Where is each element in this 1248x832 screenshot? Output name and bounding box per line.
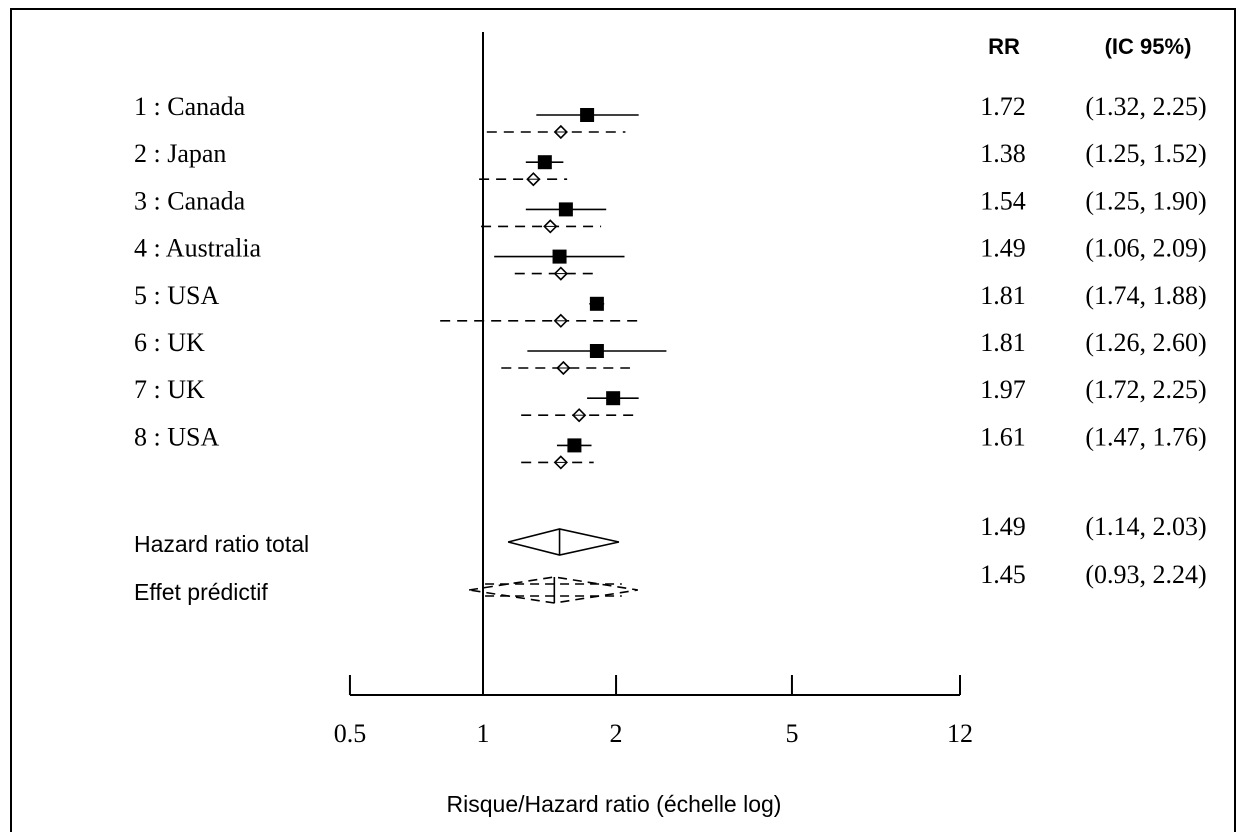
study-ci-value: (1.74, 1.88) [1085,281,1206,310]
summary-rr-value: 1.49 [980,512,1026,541]
study-rr-value: 1.61 [980,422,1026,451]
x-tick-label: 1 [477,719,490,748]
study-rr-value: 1.81 [980,281,1026,310]
study-estimate-square [589,296,604,311]
x-tick-label: 2 [610,719,623,748]
study-estimate-square [580,108,595,122]
study-label: 8 : USA [134,422,219,451]
study-rr-value: 1.81 [980,328,1026,357]
study-label: 5 : USA [134,281,219,310]
study-estimate-square [552,249,567,264]
study-label: 2 : Japan [134,139,226,168]
study-label: 6 : UK [134,328,205,357]
study-estimate-square [589,344,604,358]
study-ci-value: (1.25, 1.52) [1085,139,1206,168]
x-tick-label: 12 [947,719,973,748]
x-tick-label: 5 [785,719,798,748]
predictive-effect-diamond [468,576,638,604]
study-ci-value: (1.72, 2.25) [1085,375,1206,404]
study-estimate-square [567,438,582,453]
study-ci-value: (1.25, 1.90) [1085,186,1206,215]
study-ci-value: (1.32, 2.25) [1085,92,1206,121]
study-label: 3 : Canada [134,186,246,215]
study-estimate-square [606,391,621,406]
summary-label: Hazard ratio total [134,531,309,557]
study-rr-value: 1.72 [980,92,1026,121]
study-rr-value: 1.54 [980,186,1026,215]
x-tick-label: 0.5 [334,719,367,748]
summary-rr-value: 1.45 [980,560,1026,589]
study-label: 1 : Canada [134,92,246,121]
summary-ci-value: (1.14, 2.03) [1085,512,1206,541]
study-label: 4 : Australia [134,234,262,263]
summary-label: Effet prédictif [134,579,268,605]
study-ci-value: (1.06, 2.09) [1085,234,1206,263]
ci-column-header: (IC 95%) [1105,34,1192,59]
summary-ci-value: (0.93, 2.24) [1085,560,1206,589]
study-ci-value: (1.47, 1.76) [1085,422,1206,451]
study-rr-value: 1.97 [980,375,1026,404]
study-label: 7 : UK [134,375,205,404]
study-rr-value: 1.38 [980,139,1026,168]
study-estimate-square [558,202,573,217]
plot-marks: 0.5 1 2 5 121 : Canada 1.72 (1.32, 2.25)2 : Ja… [134,32,1207,748]
rr-column-header: RR [988,34,1020,59]
figure-frame [10,8,1236,832]
study-rr-value: 1.49 [980,234,1026,263]
study-ci-value: (1.26, 2.60) [1085,328,1206,357]
study-estimate-square [537,155,552,170]
x-axis-label: Risque/Hazard ratio (échelle log) [447,791,782,817]
total-hazard-diamond [507,528,620,556]
